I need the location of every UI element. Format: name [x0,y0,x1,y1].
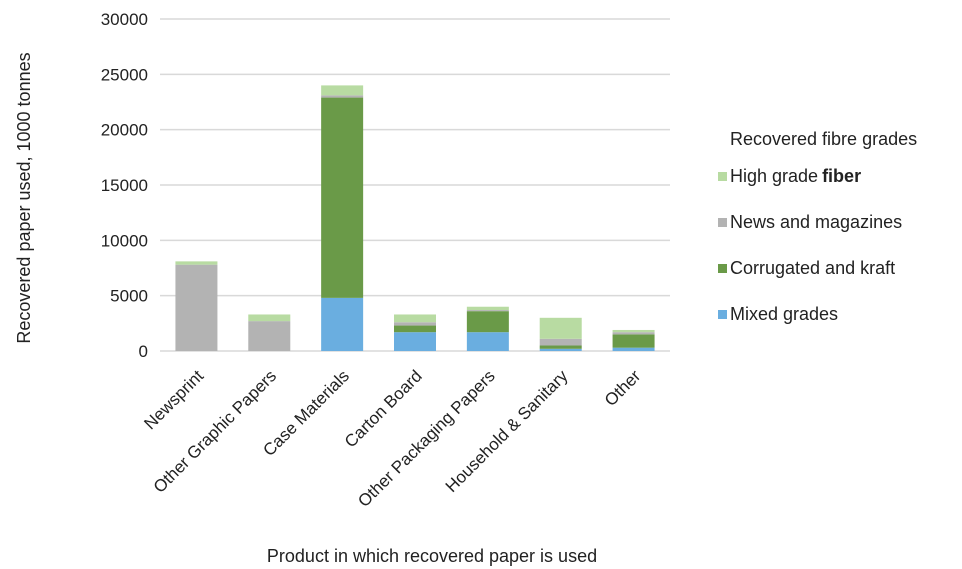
legend-entry-label: News and magazines [730,212,902,232]
bar-segment-3-household-sanitary [539,338,582,346]
legend-swatch [718,264,727,273]
bar-segment-2-carton-board [394,325,436,333]
legend-entry: High grade fiber [730,166,861,186]
y-tick-label: 10000 [101,231,148,250]
bar-segment-3-newsprint [175,264,218,351]
bar-segment-1-carton-board [394,332,436,351]
legend-entry: Corrugated and kraft [730,258,895,278]
bar-segment-4-other-graphic-papers [248,314,291,322]
legend-entry-bold-suffix: fiber [822,166,861,186]
bar-segment-4-other [612,329,655,333]
y-axis-ticks: 0 5000 10000 15000 20000 25000 30000 [101,10,148,361]
legend-entry-label: Corrugated and kraft [730,258,895,278]
x-tick-label: Household & Sanitary [442,366,572,496]
bars [175,85,655,351]
bar-segment-3-carton-board [394,322,436,326]
x-tick-label: Other Graphic Papers [150,366,280,496]
legend-swatch [718,218,727,227]
y-tick-label: 0 [139,342,148,361]
bar-segment-1-other [612,347,655,351]
y-tick-label: 20000 [101,121,148,140]
legend-entry-label: Mixed grades [730,304,838,324]
y-tick-label: 15000 [101,176,148,195]
x-tick-label: Newsprint [140,366,207,433]
legend-entry: Mixed grades [730,304,838,324]
bar-segment-3-case-materials [321,95,364,98]
legend-swatch [718,172,727,181]
bar-segment-3-other-graphic-papers [248,321,291,351]
x-tick-label: Other Packaging Papers [354,366,498,510]
y-tick-label: 5000 [110,287,148,306]
gridlines [160,18,670,352]
legend-swatch [718,310,727,319]
bar-segment-1-household-sanitary [539,348,582,351]
bar-segment-4-newsprint [175,261,218,265]
bar-segment-2-household-sanitary [539,345,582,349]
bar-segment-4-other-packaging-papers [466,306,509,311]
x-axis-title: Product in which recovered paper is used [267,546,597,566]
bar-segment-3-other [612,332,655,335]
bar-segment-2-case-materials [321,97,364,298]
legend-title: Recovered fibre grades [730,129,917,149]
bar-segment-1-case-materials [321,297,364,351]
bar-segment-2-other [612,334,655,348]
y-axis-title: Recovered paper used, 1000 tonnes [14,52,34,343]
bar-segment-2-other-packaging-papers [466,311,509,333]
x-tick-label: Other [601,366,645,410]
bar-segment-4-carton-board [394,314,436,323]
bar-segment-4-case-materials [321,85,364,96]
bar-segment-3-other-packaging-papers [466,310,509,312]
bar-segment-1-other-packaging-papers [466,332,509,351]
y-tick-label: 25000 [101,65,148,84]
legend-entry-label: High grade [730,166,818,186]
legend: Recovered fibre grades High grade fiber Ne… [718,129,917,324]
y-tick-label: 30000 [101,10,148,29]
bar-segment-4-household-sanitary [539,317,582,339]
legend-entry: News and magazines [730,212,902,232]
